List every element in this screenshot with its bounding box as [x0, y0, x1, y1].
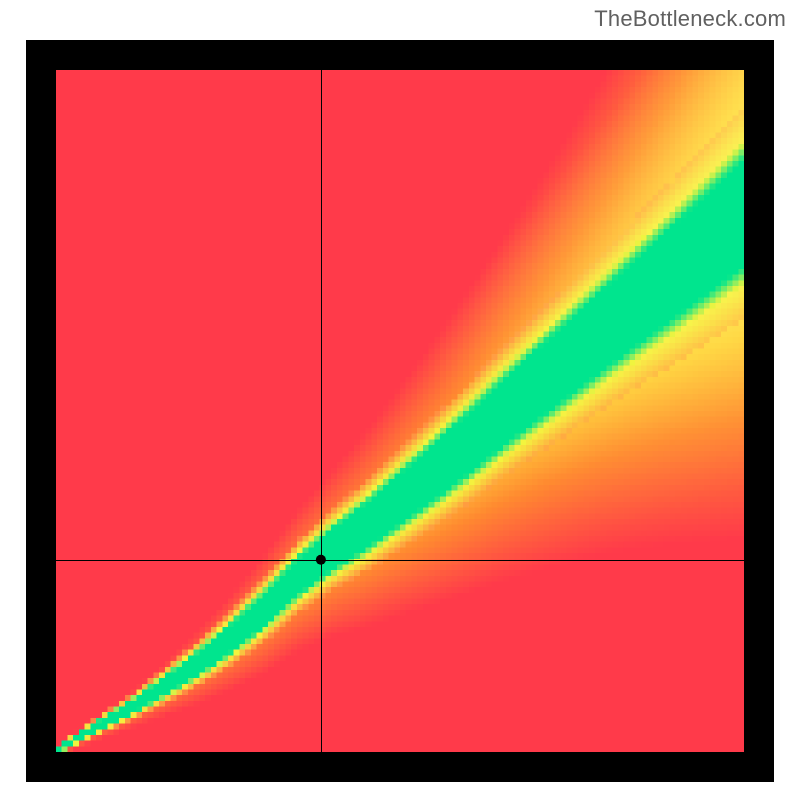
watermark-text: TheBottleneck.com [594, 6, 786, 32]
crosshair-overlay [56, 70, 744, 752]
plot-frame [26, 40, 774, 782]
